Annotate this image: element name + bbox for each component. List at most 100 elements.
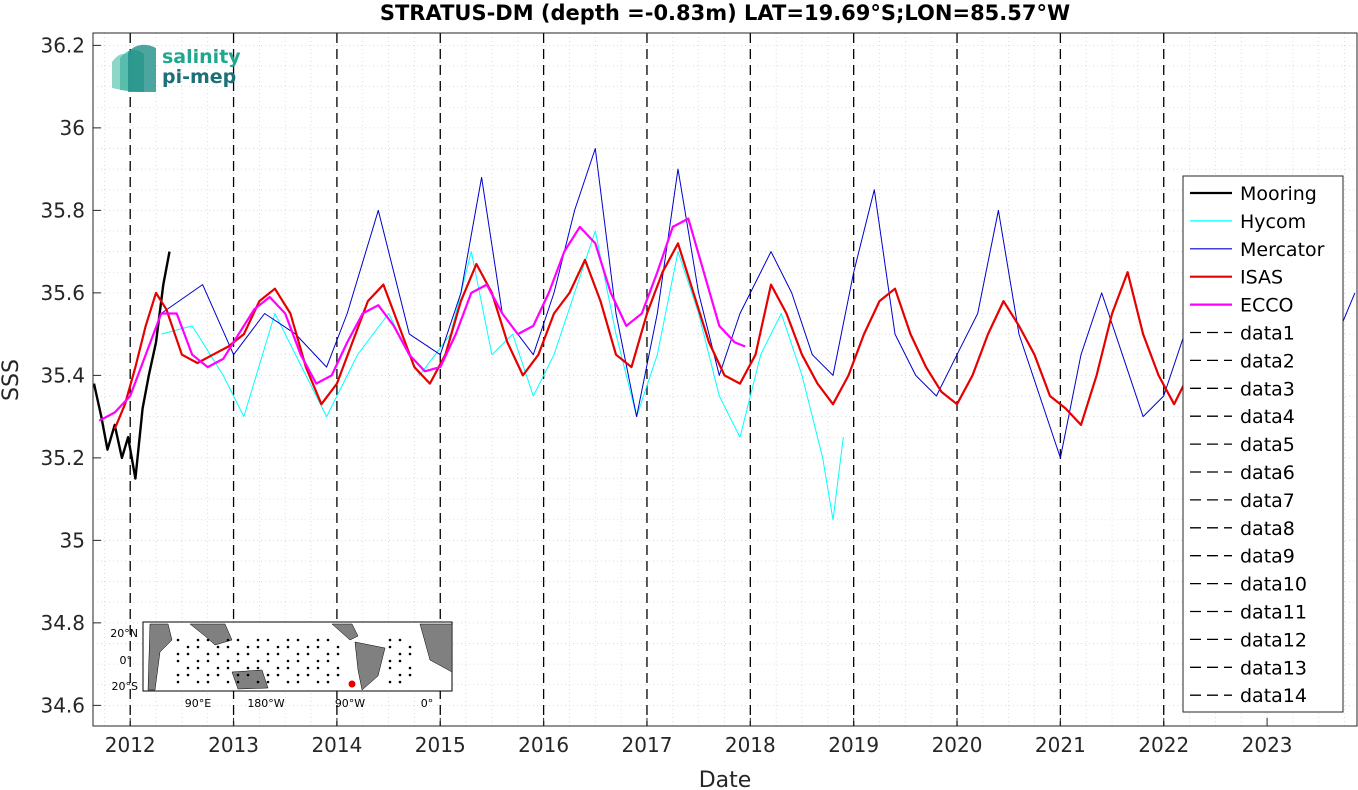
africa-east-landmass [419, 623, 453, 673]
map-dot [226, 638, 230, 642]
legend-label: Hycom [1240, 211, 1306, 233]
map-dot [296, 652, 300, 656]
australia-landmass [231, 669, 269, 690]
y-axis-ticks: 34.6 34.8 35 35.2 35.4 35.6 35.8 36 36.2 [40, 33, 101, 717]
x-tick-label: 2020 [932, 733, 983, 757]
map-dot [256, 645, 260, 649]
map-dot [326, 652, 330, 656]
map-lat-20n: 20°N [110, 627, 138, 640]
x-tick-label: 2022 [1138, 733, 1189, 757]
map-dot [196, 666, 200, 670]
y-tick-label: 35.2 [40, 446, 85, 470]
map-dot [236, 680, 240, 684]
mooring-array-dots [176, 638, 412, 684]
map-dot [256, 659, 260, 663]
map-dot [408, 645, 412, 649]
map-lat-20s: 20°S [112, 680, 138, 693]
map-lon-90e: 90°E [185, 697, 211, 710]
x-tick-label: 2012 [105, 733, 156, 757]
y-tick-label: 35 [60, 528, 85, 552]
map-dot [398, 659, 402, 663]
logo-wave-icon [112, 44, 156, 92]
map-lon-0: 0° [421, 697, 434, 710]
map-dot [388, 666, 392, 670]
legend-label: Mooring [1240, 183, 1317, 205]
x-tick-label: 2019 [828, 733, 879, 757]
map-lon-180w: 180°W [247, 697, 284, 710]
legend-label: data6 [1240, 462, 1295, 484]
map-dot [266, 680, 270, 684]
legend-label: data9 [1240, 546, 1295, 568]
map-dot [408, 652, 412, 656]
map-dot [276, 652, 280, 656]
map-dot [206, 680, 210, 684]
y-axis-title: SSS [0, 359, 24, 401]
x-tick-label: 2014 [311, 733, 362, 757]
map-dot [216, 666, 220, 670]
map-dot [206, 638, 210, 642]
map-dot [186, 673, 190, 677]
map-dot [266, 652, 270, 656]
map-dot [176, 680, 180, 684]
legend-label: ISAS [1240, 267, 1283, 289]
map-dot [196, 659, 200, 663]
series-isas-line [113, 242, 1186, 430]
map-dot [398, 638, 402, 642]
map-dot [236, 638, 240, 642]
legend-label: data14 [1240, 685, 1307, 707]
map-dot [236, 652, 240, 656]
map-dot [398, 652, 402, 656]
map-dot [326, 659, 330, 663]
series-hycom-line [161, 230, 844, 521]
map-dot [296, 638, 300, 642]
map-dot [296, 659, 300, 663]
map-dot [186, 652, 190, 656]
map-dot [306, 673, 310, 677]
series-lines [92, 148, 1356, 521]
map-dot [286, 680, 290, 684]
map-dot [266, 673, 270, 677]
legend-label: Mercator [1240, 239, 1325, 261]
map-dot [246, 645, 250, 649]
map-dot [226, 680, 230, 684]
legend: Mooring Hycom Mercator ISAS ECCO data1 data2 da… [1182, 175, 1344, 713]
y-tick-label: 36.2 [40, 33, 85, 57]
y-tick-label: 35.6 [40, 281, 85, 305]
map-dot [306, 666, 310, 670]
africa-landmass [147, 623, 173, 691]
map-dot [316, 638, 320, 642]
inset-map: 20°N 0° 20°S 90°E 180°W 90°W 0° [110, 621, 453, 710]
map-dot [276, 673, 280, 677]
map-dot [226, 659, 230, 663]
x-axis-ticks: 2012 2013 2014 2015 2016 2017 2018 2019 2020 2021… [105, 718, 1293, 757]
map-dot [176, 638, 180, 642]
map-dot [246, 666, 250, 670]
map-dot [336, 652, 340, 656]
map-dot [246, 673, 250, 677]
map-dot [388, 659, 392, 663]
map-dot [388, 645, 392, 649]
station-marker [348, 680, 356, 688]
y-tick-label: 35.4 [40, 363, 85, 387]
map-dot [296, 673, 300, 677]
legend-label: data10 [1240, 574, 1307, 596]
map-dot [276, 666, 280, 670]
year-separators [129, 33, 1165, 726]
map-dot [408, 666, 412, 670]
map-dot [196, 645, 200, 649]
map-dot [196, 680, 200, 684]
legend-label: data1 [1240, 323, 1295, 345]
map-dot [186, 645, 190, 649]
map-dot [266, 659, 270, 663]
legend-label: data11 [1240, 602, 1307, 624]
chart-title: STRATUS-DM (depth =-0.83m) LAT=19.69°S;L… [380, 1, 1070, 25]
map-dot [316, 680, 320, 684]
map-dot [206, 652, 210, 656]
map-dot [326, 680, 330, 684]
legend-label: data7 [1240, 490, 1295, 512]
y-tick-label: 35.8 [40, 198, 85, 222]
map-dot [256, 638, 260, 642]
map-dot [316, 659, 320, 663]
map-lat-0: 0° [120, 654, 133, 667]
map-dot [276, 645, 280, 649]
